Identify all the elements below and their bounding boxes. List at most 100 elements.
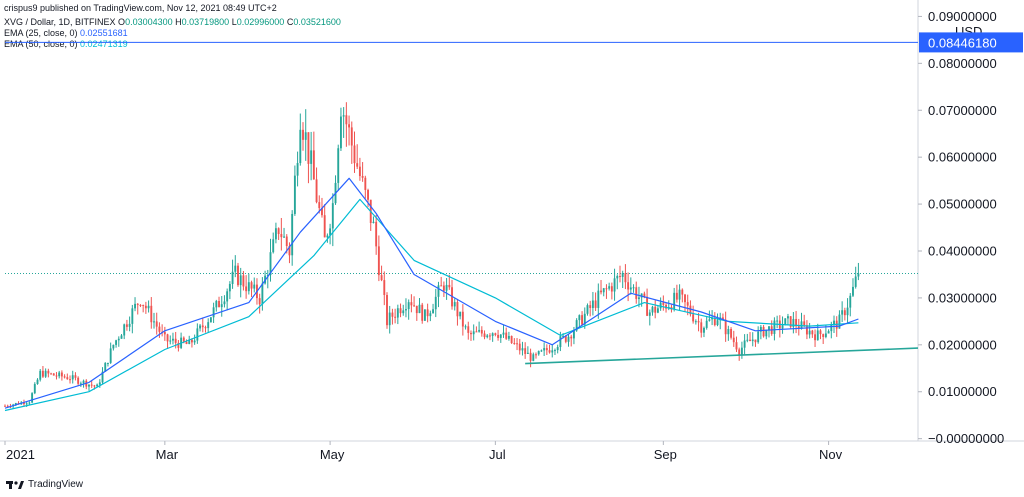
candle-body (602, 288, 605, 293)
candle-body (93, 385, 96, 387)
candle-body (74, 375, 77, 378)
candle-body (757, 331, 760, 343)
y-tick-label: −0.00000000 (928, 431, 1004, 446)
x-tick-label: 2021 (6, 447, 35, 462)
candle-body (787, 316, 789, 319)
y-tick-label: 0.04000000 (928, 243, 997, 258)
candle-body (432, 309, 435, 314)
candle-body (597, 290, 600, 308)
candle-body (459, 311, 462, 317)
candle-body (147, 305, 150, 309)
candle-body (277, 228, 280, 235)
candle-body (204, 327, 207, 329)
candle-body (288, 245, 291, 256)
candle-body (199, 325, 202, 329)
candle-body (356, 163, 359, 167)
candle-body (318, 202, 321, 209)
candle-body (423, 309, 426, 321)
x-tick-label: Mar (156, 447, 179, 462)
candle-body (348, 124, 351, 128)
candle-body (90, 384, 93, 386)
candle-body (66, 377, 69, 380)
candle-body (846, 307, 849, 316)
candle-body (407, 302, 410, 310)
candle-body (502, 332, 505, 335)
candle-body (759, 326, 762, 332)
price-badge (919, 32, 1023, 53)
candle-body (25, 403, 28, 405)
candle-body (150, 305, 153, 323)
candle-body (624, 273, 627, 283)
candle-body (564, 335, 567, 342)
candle-body (293, 175, 296, 214)
ema50-legend[interactable]: EMA (50, close, 0) 0.02471319 (4, 39, 128, 50)
candle-body (215, 300, 218, 308)
candle-body (743, 340, 746, 348)
candle-body (410, 302, 413, 306)
candle-body (448, 284, 451, 288)
candle-body (250, 282, 253, 289)
candle-body (177, 342, 180, 348)
candle-body (372, 221, 375, 223)
candle-body (218, 300, 220, 308)
candle-body (350, 127, 353, 146)
tradingview-logo-icon (6, 480, 24, 489)
candle-body (665, 304, 667, 309)
candle-body (429, 313, 432, 317)
candle-body (101, 371, 104, 383)
candle-body (258, 298, 261, 305)
x-tick-label: Jul (489, 447, 506, 462)
published-text: crispus9 published on TradingView.com, N… (4, 3, 277, 13)
candle-body (578, 315, 581, 321)
candle-body (575, 320, 578, 331)
candle-body (201, 325, 204, 328)
candle-body (808, 330, 811, 335)
candle-body (77, 377, 80, 384)
candle-body (31, 393, 34, 403)
candle-body (535, 354, 537, 356)
candle-body (120, 335, 123, 339)
high-value: 0.03719800 (181, 17, 230, 27)
ema25-legend[interactable]: EMA (25, close, 0) 0.02551681 (4, 28, 128, 39)
candle-body (253, 284, 256, 289)
y-tick-label: 0.05000000 (928, 197, 997, 212)
candle-body (711, 317, 714, 320)
candle-body (648, 312, 651, 316)
candle-body (280, 234, 283, 238)
candle-body (830, 324, 833, 332)
candle-body (383, 280, 386, 295)
candle-body (82, 380, 85, 384)
candle-body (79, 383, 82, 385)
candle-body (852, 286, 854, 296)
candle-body (478, 329, 481, 332)
candle-body (242, 275, 245, 287)
candle-body (109, 348, 112, 363)
candle-body (700, 322, 703, 333)
candle-body (299, 129, 302, 164)
candle-body (269, 252, 272, 276)
candle-body (228, 283, 231, 292)
candle-body (749, 339, 751, 342)
candle-body (302, 129, 304, 140)
high-label: H (175, 17, 182, 27)
candle-body (226, 291, 229, 302)
candle-body (247, 282, 250, 292)
candle-body (274, 228, 277, 240)
candle-body (142, 304, 145, 306)
candle-body (69, 379, 71, 381)
candle-body (413, 305, 416, 307)
candle-body (470, 332, 472, 335)
candle-body (505, 332, 508, 339)
candle-body (28, 402, 31, 404)
candle-body (510, 335, 513, 344)
open-label: O (118, 17, 126, 27)
candle-body (182, 337, 185, 342)
candle-body (551, 350, 554, 353)
candle-body (814, 334, 816, 341)
candle-body (47, 370, 50, 374)
candle-body (39, 370, 42, 380)
candle-body (169, 340, 172, 342)
candle-body (686, 302, 689, 306)
tradingview-footer[interactable]: TradingView (6, 479, 83, 490)
